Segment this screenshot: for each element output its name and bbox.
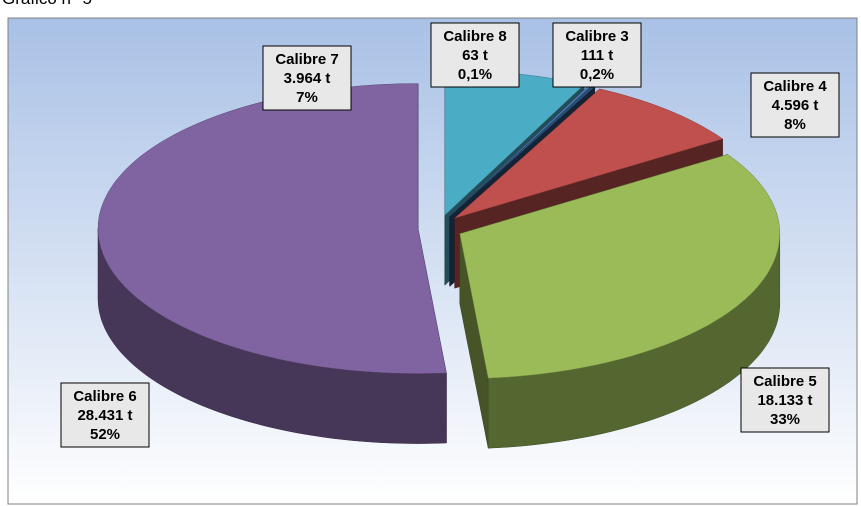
label-name: Calibre 6 [73,388,136,405]
label-box [430,22,520,88]
label-value: 3.964 t [284,70,331,87]
slice [454,88,724,219]
chart-title: Gráfico n° 5 [2,0,92,8]
label-percent: 0,2% [580,66,614,83]
label-name: Calibre 4 [763,78,827,95]
label-name: Calibre 7 [275,51,338,68]
label-percent: 7% [296,89,318,106]
label-name: Calibre 8 [443,28,506,45]
label-value: 63 t [462,47,488,64]
pie-tops [97,69,781,379]
label-box [262,45,352,111]
label-name: Calibre 3 [565,28,628,45]
slice [459,154,781,379]
label-name: Calibre 5 [753,373,816,390]
label-value: 4.596 t [772,97,819,114]
label-box [740,367,830,433]
label-box [552,22,642,88]
label-value: 111 t [581,47,614,64]
label-percent: 52% [90,426,120,443]
label-percent: 33% [770,411,800,428]
label-percent: 8% [784,116,806,133]
label-value: 28.431 t [77,407,132,424]
slice [97,83,447,374]
label-value: 18.133 t [757,392,812,409]
labels: Calibre 7 3.964 t 7% Calibre 8 63 t 0,1% Calib… [60,22,840,448]
label-percent: 0,1% [458,66,492,83]
label-box [60,382,150,448]
label-box [750,72,840,138]
